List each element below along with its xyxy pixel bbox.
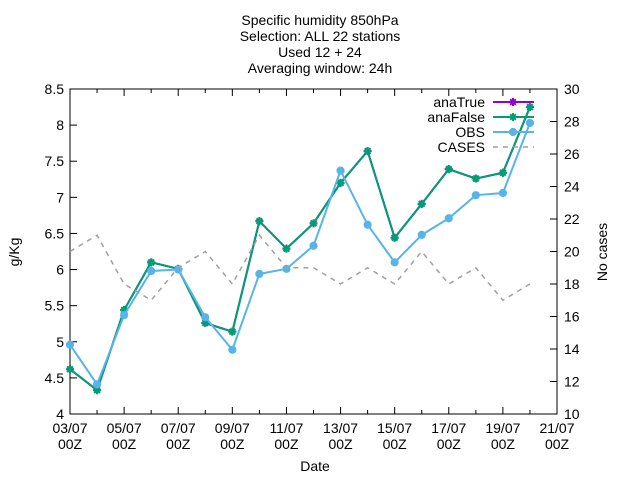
data-point bbox=[471, 191, 480, 200]
data-point bbox=[228, 327, 237, 336]
y2-tick-label: 24 bbox=[564, 179, 580, 195]
series-line-anafalse bbox=[69, 106, 531, 392]
y2-tick-label: 30 bbox=[564, 81, 580, 97]
y2-tick-label: 14 bbox=[564, 341, 580, 357]
y2-tick-label: 18 bbox=[564, 276, 580, 292]
x-tick-label-time: 00Z bbox=[437, 436, 462, 452]
y2-tick-label: 12 bbox=[564, 374, 580, 390]
data-point bbox=[498, 168, 507, 177]
x-tick-label-date: 21/07 bbox=[539, 420, 574, 436]
chart-title-line-4: Averaging window: 24h bbox=[247, 60, 393, 76]
legend-marker bbox=[508, 127, 518, 137]
chart-title-line-3: Used 12 + 24 bbox=[278, 44, 362, 60]
x-tick-label-time: 00Z bbox=[166, 436, 191, 452]
data-point bbox=[255, 269, 264, 278]
x-axis-label: Date bbox=[300, 458, 330, 474]
x-tick-label-time: 00Z bbox=[383, 436, 408, 452]
x-tick-label-date: 15/07 bbox=[377, 420, 412, 436]
legend-label: anaFalse bbox=[427, 109, 485, 125]
data-point bbox=[174, 265, 183, 274]
y-tick-label: 8.5 bbox=[45, 81, 65, 97]
x-tick-label-date: 09/07 bbox=[215, 420, 250, 436]
data-point bbox=[282, 244, 291, 253]
y-tick-label: 5.5 bbox=[45, 298, 65, 314]
data-point bbox=[255, 217, 264, 226]
data-point bbox=[444, 214, 453, 223]
data-point bbox=[498, 188, 507, 198]
data-point bbox=[92, 380, 102, 389]
y2-axis-label: No cases bbox=[594, 223, 610, 281]
chart-title-line-1: Specific humidity 850hPa bbox=[241, 12, 399, 28]
legend-label: CASES bbox=[438, 139, 485, 155]
y-tick-label: 5 bbox=[56, 334, 64, 350]
data-point bbox=[390, 258, 399, 267]
data-point bbox=[363, 147, 372, 156]
x-tick-label-date: 07/07 bbox=[161, 420, 196, 436]
y-tick-label: 4.5 bbox=[45, 370, 65, 386]
series-cases bbox=[69, 233, 531, 302]
y-tick-label: 4 bbox=[56, 406, 64, 422]
series-line-cases bbox=[69, 233, 531, 302]
x-tick-label-date: 17/07 bbox=[431, 420, 466, 436]
data-point bbox=[363, 220, 372, 229]
data-point bbox=[525, 103, 534, 112]
data-point bbox=[390, 233, 399, 242]
y-tick-label: 6 bbox=[56, 262, 64, 278]
data-point bbox=[120, 306, 129, 314]
data-point bbox=[336, 178, 345, 187]
legend-label: OBS bbox=[455, 124, 485, 140]
y-tick-label: 7 bbox=[56, 189, 64, 205]
y2-tick-label: 10 bbox=[564, 406, 580, 422]
y2-tick-label: 22 bbox=[564, 211, 580, 227]
data-point bbox=[66, 365, 74, 374]
y2-tick-label: 28 bbox=[564, 114, 580, 130]
data-point bbox=[471, 174, 480, 183]
x-tick-label-date: 03/07 bbox=[52, 420, 87, 436]
x-tick-label-date: 13/07 bbox=[323, 420, 358, 436]
series-obs bbox=[65, 118, 535, 389]
x-tick-label-date: 19/07 bbox=[485, 420, 520, 436]
data-point bbox=[309, 219, 318, 228]
y-tick-label: 7.5 bbox=[45, 153, 65, 169]
legend-marker bbox=[509, 98, 517, 106]
x-tick-label-time: 00Z bbox=[545, 436, 570, 452]
x-tick-label-time: 00Z bbox=[220, 436, 245, 452]
series-line-obs bbox=[69, 122, 531, 387]
y-axis-label: g/Kg bbox=[6, 238, 22, 267]
x-tick-label-date: 11/07 bbox=[269, 420, 303, 436]
y2-tick-label: 26 bbox=[564, 146, 580, 162]
y-tick-label: 6.5 bbox=[45, 225, 65, 241]
chart-title-line-2: Selection: ALL 22 stations bbox=[239, 28, 401, 44]
data-point bbox=[147, 258, 156, 267]
x-tick-label-time: 00Z bbox=[274, 436, 299, 452]
x-tick-label-time: 00Z bbox=[328, 436, 353, 452]
legend-marker bbox=[509, 113, 517, 121]
x-tick-label-time: 00Z bbox=[491, 436, 516, 452]
data-point bbox=[525, 118, 535, 128]
data-point bbox=[65, 340, 75, 349]
series-layer bbox=[65, 103, 535, 395]
data-point bbox=[147, 266, 156, 276]
data-point bbox=[228, 345, 237, 354]
x-tick-label-date: 05/07 bbox=[107, 420, 142, 436]
x-tick-label-time: 00Z bbox=[58, 436, 83, 452]
data-point bbox=[93, 386, 102, 395]
y2-tick-label: 20 bbox=[564, 244, 580, 260]
data-point bbox=[282, 264, 291, 273]
data-point bbox=[309, 241, 318, 250]
y-tick-label: 8 bbox=[56, 117, 64, 133]
data-point bbox=[201, 313, 210, 322]
legend-label: anaTrue bbox=[433, 94, 485, 110]
y2-tick-label: 16 bbox=[564, 309, 580, 325]
data-point bbox=[417, 199, 426, 208]
data-point bbox=[417, 230, 426, 239]
data-point bbox=[120, 310, 129, 320]
x-tick-label-time: 00Z bbox=[112, 436, 137, 452]
axes-layer: 4 4.5 5 5.5 6 6.5 7 7.5 8 8.5 10 12 14 16 18 20 22 24 26 28… bbox=[45, 81, 580, 452]
data-point bbox=[201, 319, 210, 327]
data-point bbox=[444, 165, 453, 174]
data-point bbox=[336, 166, 345, 175]
